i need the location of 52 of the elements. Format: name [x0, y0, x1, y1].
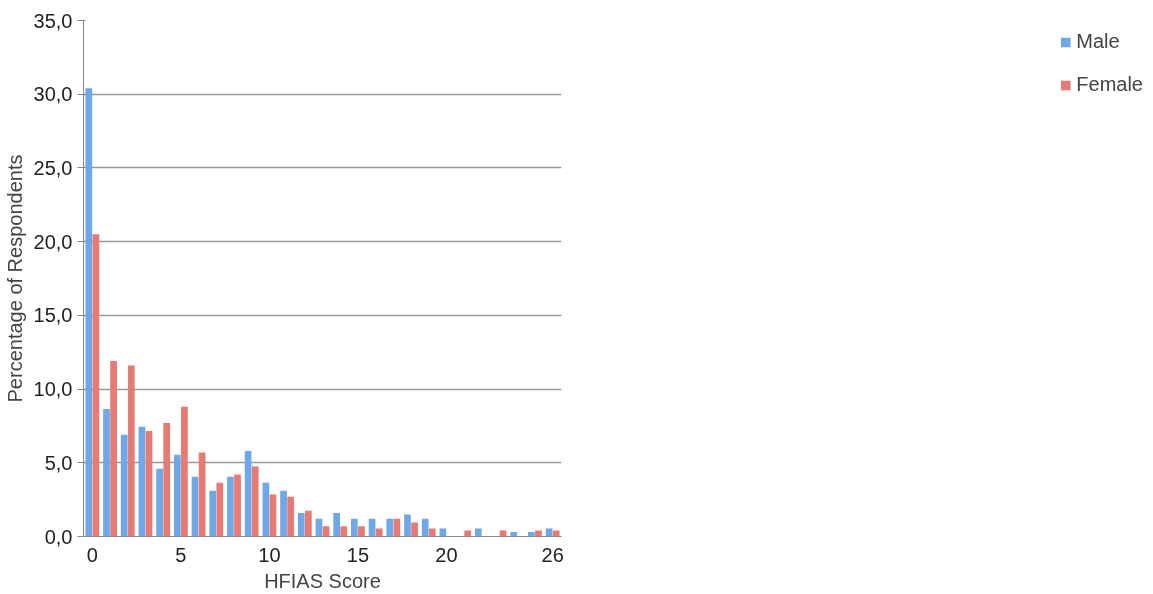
- bar: [156, 468, 163, 537]
- y-axis-title: Percentage of Respondents: [3, 154, 26, 403]
- x-tick-label: 15: [346, 543, 370, 566]
- y-tick-label: 15,0: [33, 304, 73, 327]
- bar: [85, 88, 93, 537]
- bar: [287, 496, 294, 537]
- bar: [103, 408, 110, 537]
- x-axis-title: HFIAS Score: [264, 569, 381, 592]
- y-tick-label: 0,0: [44, 525, 73, 548]
- bar: [181, 406, 188, 537]
- bar: [209, 490, 217, 537]
- bar: [304, 510, 312, 537]
- y-tick-label: 20,0: [33, 230, 73, 253]
- bar: [358, 526, 365, 537]
- bar: [393, 518, 401, 537]
- bar: [234, 474, 241, 537]
- bar: [404, 514, 411, 537]
- bar: [411, 522, 418, 537]
- y-tick-label: 30,0: [33, 83, 73, 106]
- bar: [163, 422, 171, 537]
- y-tick-label: 5,0: [44, 451, 73, 474]
- bar: [386, 518, 394, 537]
- bar: [340, 526, 348, 537]
- legend-label: Male: [1076, 30, 1120, 53]
- bar: [428, 528, 436, 537]
- bar: [173, 454, 181, 537]
- bar: [120, 434, 128, 537]
- bar: [227, 476, 234, 537]
- y-tick-label: 10,0: [33, 378, 73, 401]
- bar: [110, 361, 117, 537]
- y-tick-label: 35,0: [33, 9, 73, 32]
- x-tick-label: 26: [541, 543, 564, 566]
- legend-label: Female: [1076, 73, 1143, 96]
- bar: [127, 365, 135, 537]
- y-tick-label: 25,0: [33, 156, 73, 179]
- bar: [262, 482, 270, 537]
- bar: [216, 482, 224, 537]
- bar: [244, 450, 252, 537]
- x-tick-label: 20: [435, 543, 458, 566]
- x-tick-label: 10: [258, 543, 281, 566]
- x-tick-label: 0: [86, 543, 98, 566]
- bar: [333, 512, 341, 537]
- bar: [351, 518, 358, 537]
- bar: [510, 532, 518, 537]
- bar: [474, 528, 482, 537]
- x-tick-label: 5: [175, 543, 187, 566]
- bar: [421, 518, 429, 537]
- bar: [280, 490, 287, 537]
- bar: [251, 466, 259, 537]
- bar: [297, 512, 305, 537]
- bar: [528, 532, 535, 537]
- bar: [375, 528, 383, 537]
